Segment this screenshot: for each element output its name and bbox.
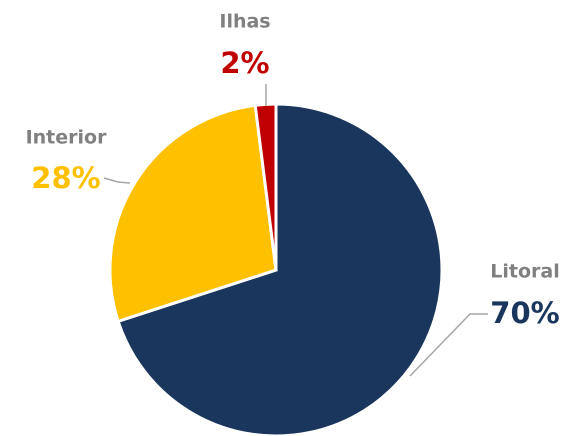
slice-name: Ilhas	[219, 11, 270, 33]
slice-name: Litoral	[490, 261, 559, 283]
leader-line	[103, 177, 131, 184]
slice-value-label: 2%	[220, 46, 269, 80]
leader-line	[409, 313, 488, 377]
slice-name: Interior	[26, 127, 108, 149]
slice-value-label: 70%	[490, 296, 559, 330]
pie-slice	[116, 102, 444, 436]
slice-value-label: 28%	[31, 161, 100, 195]
pie-slice	[108, 103, 278, 324]
